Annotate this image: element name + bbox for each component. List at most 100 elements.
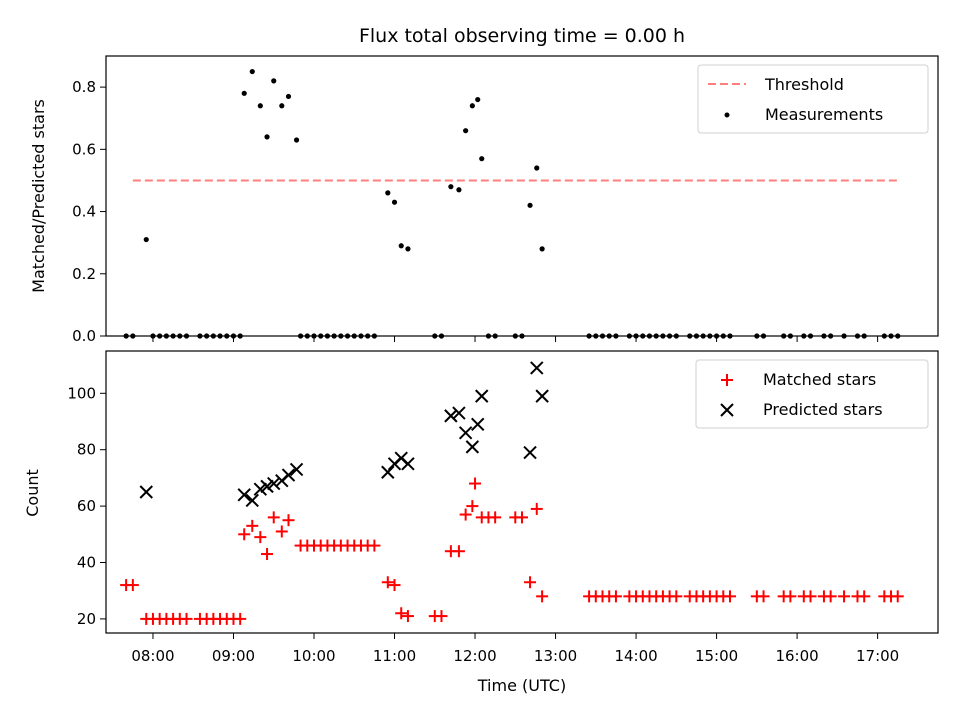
measurement-point	[249, 68, 255, 75]
matched-star-point	[435, 610, 448, 623]
legend-predicted-label: Predicted stars	[763, 400, 883, 419]
matched-star-point	[234, 612, 247, 625]
matched-star-point	[891, 590, 904, 603]
measurement-point	[271, 78, 277, 84]
measurement-point	[539, 246, 545, 252]
predicted-star-point	[471, 417, 485, 432]
predicted-star-point	[452, 406, 466, 420]
matched-star-point	[368, 539, 381, 552]
measurement-point	[143, 236, 149, 243]
x-tick-label: 11:00	[373, 647, 416, 665]
matched-star-point	[452, 545, 465, 558]
measurement-point	[241, 90, 247, 96]
bottom-y-tick-label: 40	[77, 554, 96, 572]
bottom-plot-area	[120, 361, 904, 625]
top-axes-frame	[105, 55, 939, 337]
matched-star-point	[489, 511, 502, 524]
matched-star-point	[609, 590, 622, 603]
predicted-star-point	[267, 476, 281, 491]
x-tick-label: 17:00	[856, 647, 899, 665]
x-tick-label: 10:00	[292, 647, 335, 665]
matched-star-point	[381, 576, 394, 589]
x-tick-label: 13:00	[534, 647, 577, 665]
predicted-star-point	[289, 462, 304, 477]
legend-measurements-label: Measurements	[765, 105, 883, 124]
matched-star-point	[275, 525, 288, 538]
predicted-star-point	[530, 361, 544, 375]
matched-star-point	[524, 576, 537, 589]
measurement-point	[391, 199, 398, 205]
measurement-point	[475, 96, 481, 103]
predicted-star-point	[458, 426, 473, 440]
matched-star-point	[838, 590, 851, 603]
matched-star-point	[459, 508, 472, 521]
bottom-axes-frame	[105, 350, 939, 634]
x-tick-label: 08:00	[131, 647, 174, 665]
legend-matched-label: Matched stars	[763, 370, 876, 389]
predicted-star-point	[139, 485, 153, 499]
x-tick-label: 15:00	[695, 647, 738, 665]
legend-threshold-label: Threshold	[764, 75, 844, 94]
matched-star-point	[282, 514, 295, 527]
bottom-y-tick-label: 100	[67, 384, 96, 402]
matched-star-point	[395, 607, 408, 620]
measurement-point	[398, 243, 404, 249]
matched-star-point	[261, 548, 274, 561]
measurement-point	[257, 103, 263, 109]
top-y-tick-label: 0.8	[72, 78, 96, 96]
measurement-point	[285, 93, 292, 100]
top-legend: Threshold Measurements	[697, 64, 929, 134]
x-tick-label: 09:00	[212, 647, 255, 665]
legend-matched-swatch	[721, 374, 733, 386]
bottom-y-tick-label: 60	[77, 497, 96, 515]
matched-star-point	[238, 528, 251, 541]
matched-star-point	[858, 590, 871, 603]
predicted-star-point	[237, 488, 251, 502]
matched-star-point	[804, 590, 817, 603]
top-y-ticks: 0.0 0.2 0.4 0.6 0.8	[72, 78, 106, 345]
measurement-point	[405, 246, 411, 252]
x-axis-label: Time (UTC)	[477, 676, 566, 695]
legend-measurements-swatch	[724, 112, 730, 118]
measurement-point	[463, 128, 469, 134]
top-y-tick-label: 0.2	[72, 265, 96, 283]
measurement-point	[479, 156, 485, 162]
measurement-point	[385, 190, 391, 196]
matched-star-point	[530, 502, 543, 515]
chart-title: Flux total observing time = 0.00 h	[359, 25, 685, 47]
measurement-point	[527, 202, 533, 208]
predicted-star-point	[535, 389, 549, 403]
legend-predicted-swatch	[720, 403, 734, 417]
predicted-star-point	[523, 445, 537, 460]
top-y-axis-label: Matched/Predicted stars	[29, 99, 48, 293]
matched-star-point	[466, 500, 479, 513]
matched-star-point	[254, 531, 267, 544]
matched-star-point	[180, 612, 193, 625]
bottom-y-tick-label: 20	[77, 610, 96, 628]
bottom-legend: Matched stars Predicted stars	[695, 359, 929, 429]
matched-star-point	[516, 511, 528, 524]
predicted-star-point	[253, 482, 268, 496]
matched-star-point	[784, 590, 797, 603]
matched-star-point	[724, 590, 736, 603]
predicted-star-point	[245, 493, 259, 508]
measurement-point	[469, 103, 475, 109]
measurement-point	[279, 103, 285, 109]
predicted-star-point	[260, 479, 274, 494]
matched-star-point	[388, 579, 401, 592]
matched-star-point	[401, 610, 414, 623]
top-y-tick-label: 0.0	[72, 327, 96, 345]
top-plot-area	[123, 68, 901, 339]
matched-star-point	[267, 511, 280, 524]
x-tick-label: 16:00	[775, 647, 818, 665]
measurement-point	[534, 165, 540, 171]
top-y-tick-label: 0.4	[72, 203, 96, 221]
measurement-point	[456, 187, 462, 193]
matched-star-point	[670, 590, 683, 603]
x-axis-ticks: 08:00 09:00 10:00 11:00 12:00 13:00 14:00 15:00…	[131, 336, 899, 665]
predicted-star-point	[281, 468, 296, 482]
matched-star-point	[126, 579, 139, 592]
predicted-star-point	[401, 457, 415, 471]
matched-star-point	[536, 590, 549, 603]
matched-star-point	[469, 477, 482, 490]
